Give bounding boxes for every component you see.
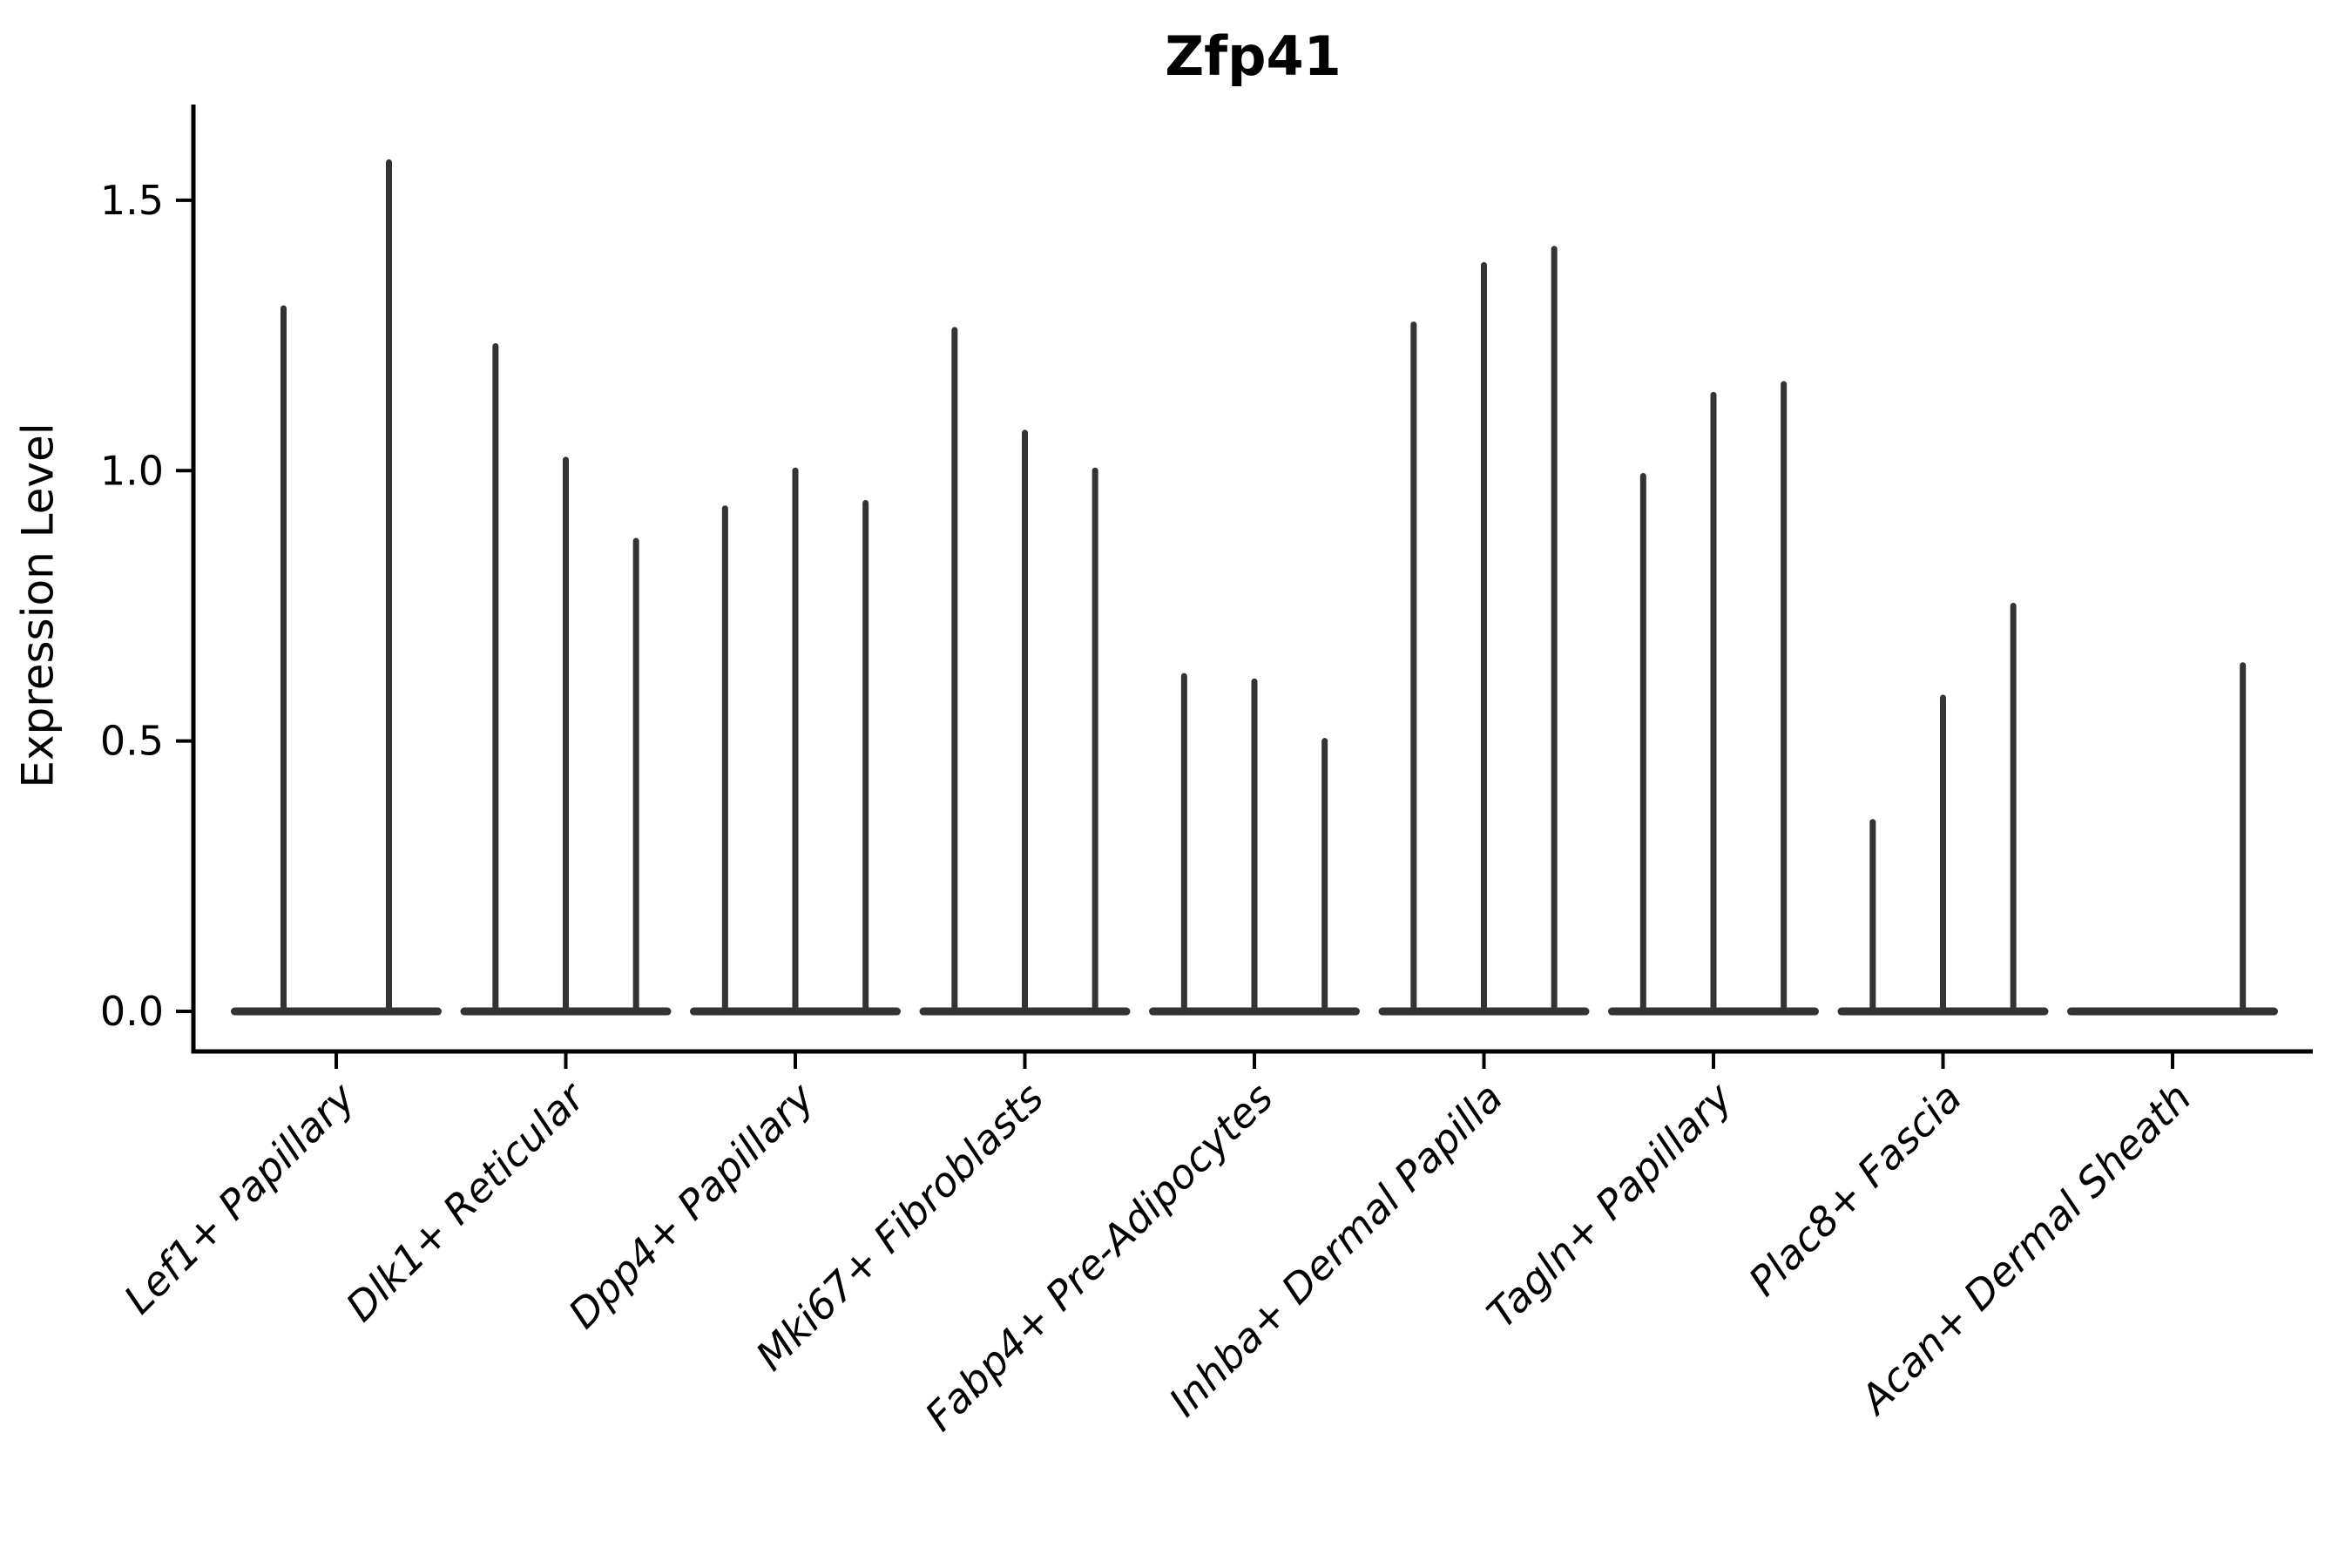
- x-category-label: Tagln+ Papillary: [1477, 1073, 1741, 1337]
- violin-base: [2067, 1007, 2278, 1016]
- chart-title: Zfp41: [1165, 24, 1342, 88]
- x-category-label: Dpp4+ Papillary: [559, 1073, 823, 1337]
- y-tick-label: 1.5: [100, 177, 164, 224]
- y-tick-label: 1.0: [100, 447, 164, 494]
- y-tick-label: 0.5: [100, 718, 164, 765]
- x-category-label: Dlk1+ Reticular: [337, 1071, 596, 1330]
- y-tick-label: 0.0: [100, 988, 164, 1035]
- violin-base: [231, 1007, 442, 1016]
- x-category-label: Plac8+ Fascia: [1740, 1074, 1970, 1305]
- x-category-label: Lef1+ Papillary: [115, 1073, 364, 1322]
